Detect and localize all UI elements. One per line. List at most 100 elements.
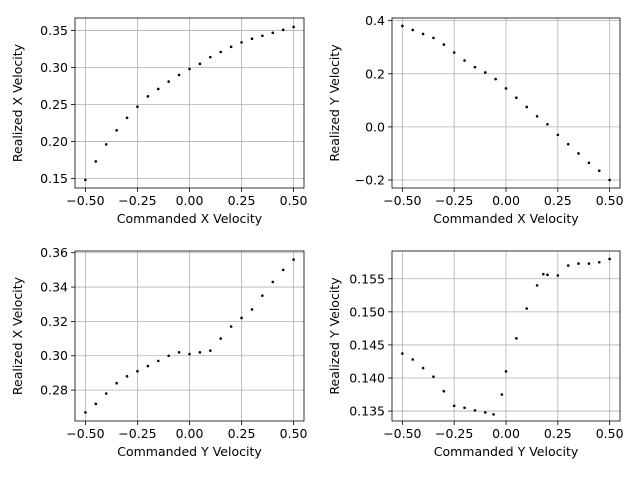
y-tick-label: 0.140 — [349, 371, 385, 386]
x-axis-label: Commanded Y Velocity — [117, 444, 262, 459]
x-tick-label: 0.00 — [492, 426, 520, 441]
data-point — [167, 354, 170, 358]
data-point — [442, 389, 446, 393]
data-point — [177, 73, 181, 77]
data-point — [271, 31, 275, 35]
data-point — [104, 143, 108, 146]
data-point — [177, 351, 181, 354]
data-point — [597, 169, 601, 173]
y-tick-label: 0.32 — [40, 314, 68, 329]
x-tick-label: 0.50 — [280, 193, 308, 208]
data-point — [566, 264, 570, 267]
y-axis-label: Realized X Velocity — [10, 43, 25, 162]
data-point — [504, 370, 508, 373]
x-axis-label: Commanded Y Velocity — [434, 444, 579, 459]
data-point — [577, 152, 580, 155]
data-point — [525, 105, 529, 109]
y-tick-label: 0.20 — [40, 134, 68, 149]
data-point — [473, 65, 477, 69]
data-point — [463, 406, 466, 410]
y-tick-label: 0.2 — [365, 66, 385, 81]
data-point — [546, 273, 549, 277]
data-point — [281, 28, 285, 32]
data-point — [535, 114, 539, 118]
data-point — [84, 178, 87, 182]
data-point — [556, 133, 560, 137]
data-point — [261, 34, 264, 38]
data-point — [401, 352, 404, 355]
x-tick-label: −0.50 — [383, 426, 421, 441]
data-point — [432, 36, 435, 40]
data-point — [463, 59, 466, 62]
data-point — [608, 178, 611, 182]
data-point — [401, 24, 404, 28]
x-axis-label: Commanded X Velocity — [117, 211, 263, 226]
x-tick-label: 0.50 — [596, 193, 624, 208]
data-point — [587, 161, 591, 165]
y-tick-label: 0.150 — [349, 304, 385, 319]
y-axis-label: Realized X Velocity — [10, 276, 25, 395]
data-point — [136, 369, 139, 373]
data-point — [525, 307, 529, 310]
data-point — [504, 87, 508, 90]
data-point — [483, 71, 487, 74]
data-point — [240, 41, 243, 44]
data-point — [473, 409, 477, 412]
y-tick-label: 0.36 — [40, 245, 68, 260]
data-point — [156, 359, 160, 363]
data-point — [229, 45, 233, 49]
data-point — [483, 411, 487, 414]
data-point — [146, 95, 150, 98]
x-axis-label: Commanded X Velocity — [433, 211, 579, 226]
y-axis-label: Realized Y Velocity — [327, 277, 342, 395]
data-point — [566, 142, 570, 146]
x-tick-label: 0.25 — [228, 426, 256, 441]
data-point — [608, 257, 611, 261]
data-point — [432, 375, 435, 378]
data-point — [219, 337, 223, 340]
x-tick-label: 0.25 — [544, 193, 572, 208]
data-point — [156, 87, 160, 91]
y-tick-label: 0.155 — [349, 271, 385, 286]
y-axis-label: Realized Y Velocity — [327, 44, 342, 162]
data-point — [167, 80, 170, 83]
data-point — [452, 404, 456, 408]
data-point — [492, 413, 495, 416]
data-point — [94, 160, 98, 163]
data-point — [452, 51, 456, 54]
data-point — [546, 122, 549, 126]
x-tick-label: −0.50 — [383, 193, 421, 208]
data-point — [198, 62, 202, 66]
data-point — [577, 262, 580, 265]
x-tick-label: −0.25 — [435, 426, 473, 441]
x-tick-label: 0.50 — [280, 426, 308, 441]
y-tick-label: 0.25 — [40, 97, 68, 112]
subplot-4: −0.50 −0.25 0.00 0.25 0.50 0.135 0.140 0.145 0.1… — [327, 250, 624, 459]
data-point — [250, 308, 254, 311]
y-tick-label: 0.35 — [40, 23, 68, 38]
x-tick-label: −0.25 — [118, 426, 156, 441]
x-tick-label: −0.50 — [66, 193, 104, 208]
x-tick-label: 0.00 — [176, 426, 204, 441]
y-tick-label: 0.135 — [349, 404, 385, 419]
data-point — [556, 274, 560, 277]
data-point — [209, 349, 212, 352]
data-point — [104, 392, 108, 395]
data-point — [229, 325, 233, 328]
data-point — [292, 258, 295, 261]
data-point — [94, 402, 98, 406]
data-point — [271, 280, 275, 284]
y-tick-label: 0.4 — [365, 13, 385, 28]
data-point — [535, 284, 539, 287]
data-point — [209, 55, 212, 59]
data-point — [411, 28, 415, 32]
data-point — [500, 393, 504, 396]
data-point — [292, 25, 295, 29]
x-tick-label: 0.25 — [544, 426, 572, 441]
data-point — [125, 375, 129, 378]
data-point — [219, 50, 223, 54]
subplot-1: −0.50 −0.25 0.00 0.25 0.50 0.15 0.20 0.25 0.30 0.… — [10, 17, 308, 226]
data-point — [442, 43, 446, 46]
data-point — [125, 116, 129, 120]
